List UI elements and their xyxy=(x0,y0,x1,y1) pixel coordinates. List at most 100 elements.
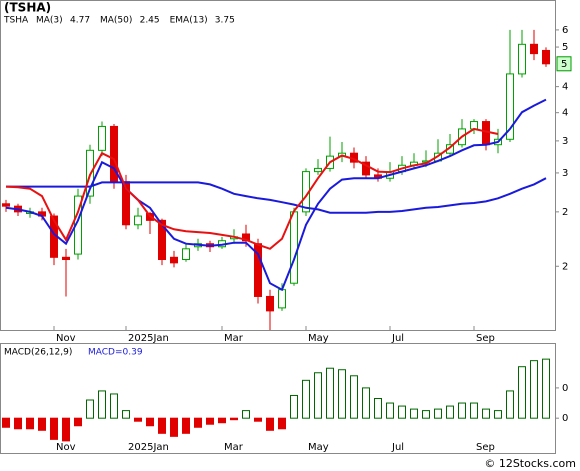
last-price-label: 5 xyxy=(561,59,567,70)
macd-bar xyxy=(518,366,526,419)
macd-bar xyxy=(134,417,142,422)
macd-bar xyxy=(62,417,70,442)
macd-bar xyxy=(266,417,274,431)
candle-body xyxy=(314,167,322,173)
candle-body xyxy=(2,203,10,207)
y-tick-label: 0 xyxy=(562,413,568,424)
macd-bar xyxy=(278,417,286,430)
y-tick-label: 2 xyxy=(562,261,568,272)
macd-bar xyxy=(302,379,310,419)
x-tick-label: 2025Jan xyxy=(128,442,169,453)
y-tick-label: 4 xyxy=(562,108,568,119)
macd-bar xyxy=(482,408,490,419)
y-tick-label: 0 xyxy=(562,383,568,394)
candle-body xyxy=(62,256,70,261)
x-tick-label: Jul xyxy=(391,442,404,453)
candle-body xyxy=(506,73,514,140)
last-price-box xyxy=(556,56,572,72)
macd-bar xyxy=(50,417,58,440)
x-tick-label: May xyxy=(308,442,329,453)
y-tick-label: 3 xyxy=(562,168,568,179)
legend-name: EMA(13) xyxy=(170,16,208,26)
x-tick-label: 2025Jan xyxy=(128,333,169,344)
macd-bar xyxy=(530,360,538,419)
macd-bar xyxy=(182,417,190,434)
legend-name: MA(3) xyxy=(36,16,63,26)
x-tick-label: Sep xyxy=(476,442,495,453)
x-tick-label: Nov xyxy=(56,333,76,344)
y-tick-label: 5 xyxy=(562,42,568,53)
macd-bar xyxy=(374,398,382,419)
macd-bar xyxy=(434,408,442,419)
candle-body xyxy=(518,43,526,75)
macd-bar xyxy=(14,417,22,430)
macd-bar xyxy=(194,417,202,428)
candle-body xyxy=(182,248,190,261)
legend-ticker: TSHA xyxy=(3,16,29,26)
candle-body xyxy=(470,121,478,130)
macd-bar xyxy=(26,417,34,430)
candle-body xyxy=(362,161,370,176)
macd-bar xyxy=(338,369,346,419)
macd-bar xyxy=(206,417,214,425)
macd-bar xyxy=(542,358,550,419)
y-tick-label: 6 xyxy=(562,25,568,36)
macd-bar xyxy=(110,393,118,419)
x-tick-label: Nov xyxy=(56,442,76,453)
legend-value: 4.77 xyxy=(70,16,90,26)
x-tick-label: Mar xyxy=(224,333,244,344)
macd-bar xyxy=(494,410,502,419)
candle-body xyxy=(530,43,538,55)
legend-value: 2.45 xyxy=(140,16,160,26)
x-tick-label: Sep xyxy=(476,333,495,344)
indicator-line xyxy=(5,127,499,250)
x-tick-label: May xyxy=(308,333,329,344)
chart-title: (TSHA) xyxy=(4,1,51,15)
indicator-line xyxy=(5,98,547,292)
macd-bar xyxy=(170,417,178,437)
candle-body xyxy=(482,121,490,146)
candle-body xyxy=(134,215,142,226)
macd-bar xyxy=(506,390,514,419)
candle-body xyxy=(542,49,550,65)
candle-body xyxy=(170,256,178,264)
x-tick-label: Mar xyxy=(224,442,244,453)
macd-bar xyxy=(218,417,226,424)
macd-bar xyxy=(98,390,106,419)
y-tick-label: 4 xyxy=(562,82,568,93)
candle-body xyxy=(290,211,298,284)
macd-panel xyxy=(0,343,556,454)
macd-bar xyxy=(470,402,478,419)
macd-bar xyxy=(2,417,10,428)
legend-value: 3.75 xyxy=(215,16,235,26)
macd-bar xyxy=(158,417,166,434)
macd-bar xyxy=(74,417,82,427)
candle-body xyxy=(98,125,106,151)
y-tick-label: 2 xyxy=(562,207,568,218)
macd-bar xyxy=(230,417,238,421)
macd-bar xyxy=(446,405,454,419)
x-tick-label: Jul xyxy=(391,333,404,344)
macd-bar xyxy=(350,375,358,419)
candle-body xyxy=(158,219,166,261)
price-panel xyxy=(0,0,556,331)
macd-bar xyxy=(242,410,250,419)
macd-bar xyxy=(290,394,298,419)
macd-bar xyxy=(398,405,406,419)
candle-body xyxy=(266,295,274,312)
macd-title: MACD(26,12,9) xyxy=(4,348,72,358)
macd-bar xyxy=(362,387,370,419)
macd-bar xyxy=(86,399,94,419)
candle-body xyxy=(278,289,286,309)
macd-bar xyxy=(38,417,46,431)
macd-bar xyxy=(122,410,130,419)
macd-value: MACD=0.39 xyxy=(88,348,143,358)
indicator-line xyxy=(6,177,547,214)
legend-name: MA(50) xyxy=(100,16,132,26)
macd-bar xyxy=(254,417,262,422)
watermark: © 12Stocks.com xyxy=(484,457,576,470)
macd-bar xyxy=(410,408,418,419)
macd-bar xyxy=(314,372,322,419)
macd-bar xyxy=(326,367,334,419)
